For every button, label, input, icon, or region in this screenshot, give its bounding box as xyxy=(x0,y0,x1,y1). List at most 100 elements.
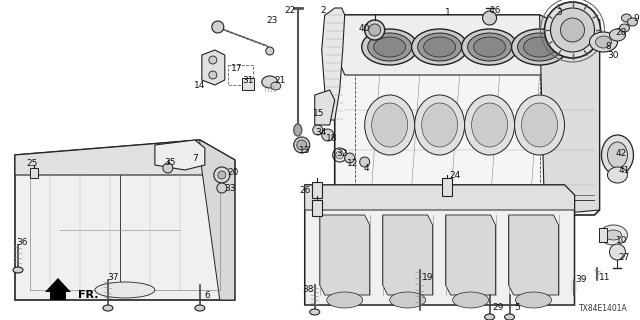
Ellipse shape xyxy=(609,29,625,41)
Text: 5: 5 xyxy=(515,303,520,313)
Ellipse shape xyxy=(218,171,226,179)
Ellipse shape xyxy=(550,8,595,52)
Text: 7: 7 xyxy=(192,154,198,163)
Text: 25: 25 xyxy=(26,158,38,167)
Ellipse shape xyxy=(209,56,217,64)
Ellipse shape xyxy=(195,305,205,311)
Polygon shape xyxy=(335,15,600,75)
Polygon shape xyxy=(305,185,575,305)
Text: 37: 37 xyxy=(107,274,118,283)
Ellipse shape xyxy=(602,135,634,175)
Ellipse shape xyxy=(424,37,456,57)
Text: 18: 18 xyxy=(326,133,337,142)
Text: 21: 21 xyxy=(274,76,285,84)
Ellipse shape xyxy=(474,37,506,57)
Ellipse shape xyxy=(266,47,274,55)
Bar xyxy=(312,200,322,216)
Polygon shape xyxy=(202,50,225,85)
Ellipse shape xyxy=(422,103,458,147)
Bar xyxy=(30,168,38,178)
Text: 27: 27 xyxy=(619,253,630,262)
Ellipse shape xyxy=(13,267,23,273)
Ellipse shape xyxy=(212,21,224,33)
Ellipse shape xyxy=(511,29,568,65)
Text: 23: 23 xyxy=(266,15,278,25)
Ellipse shape xyxy=(524,37,556,57)
Polygon shape xyxy=(155,140,205,170)
Polygon shape xyxy=(45,278,71,300)
Bar xyxy=(228,65,253,85)
Text: 16: 16 xyxy=(490,5,501,14)
Text: 1: 1 xyxy=(445,7,451,17)
Ellipse shape xyxy=(336,151,344,159)
Text: 8: 8 xyxy=(605,42,611,51)
Ellipse shape xyxy=(472,103,508,147)
Text: 19: 19 xyxy=(422,274,433,283)
Text: 33: 33 xyxy=(224,183,236,193)
Ellipse shape xyxy=(461,29,518,65)
Text: 10: 10 xyxy=(616,236,627,244)
Polygon shape xyxy=(315,90,335,125)
Ellipse shape xyxy=(390,292,426,308)
Ellipse shape xyxy=(522,103,557,147)
Text: 2: 2 xyxy=(320,5,326,14)
Ellipse shape xyxy=(609,244,625,260)
Text: 39: 39 xyxy=(576,276,588,284)
Text: 32: 32 xyxy=(336,148,348,157)
Ellipse shape xyxy=(620,24,630,32)
Bar xyxy=(600,228,607,242)
Text: 36: 36 xyxy=(16,237,28,246)
Polygon shape xyxy=(335,15,600,215)
Polygon shape xyxy=(445,215,495,295)
Ellipse shape xyxy=(214,167,230,183)
Ellipse shape xyxy=(313,125,323,135)
Text: 11: 11 xyxy=(599,274,610,283)
Ellipse shape xyxy=(95,282,155,298)
Bar xyxy=(442,178,452,196)
Polygon shape xyxy=(383,215,433,295)
Polygon shape xyxy=(509,215,559,295)
Ellipse shape xyxy=(627,18,637,26)
Bar xyxy=(242,78,254,90)
Bar xyxy=(355,15,540,185)
Text: 41: 41 xyxy=(619,165,630,174)
Ellipse shape xyxy=(484,314,495,320)
Ellipse shape xyxy=(322,129,333,141)
Ellipse shape xyxy=(262,76,278,88)
Text: 12: 12 xyxy=(347,158,358,167)
Text: 9: 9 xyxy=(634,13,639,22)
Ellipse shape xyxy=(271,82,281,90)
Polygon shape xyxy=(15,140,235,300)
Text: 26: 26 xyxy=(299,186,310,195)
Ellipse shape xyxy=(561,18,584,42)
Ellipse shape xyxy=(605,230,621,240)
Text: FR.: FR. xyxy=(78,290,99,300)
Text: 20: 20 xyxy=(227,167,239,177)
Ellipse shape xyxy=(365,95,415,155)
Ellipse shape xyxy=(217,183,227,193)
Text: 28: 28 xyxy=(616,28,627,36)
Ellipse shape xyxy=(374,37,406,57)
Ellipse shape xyxy=(515,95,564,155)
Ellipse shape xyxy=(504,314,515,320)
Ellipse shape xyxy=(545,2,600,58)
Ellipse shape xyxy=(103,305,113,311)
Polygon shape xyxy=(200,140,235,300)
Text: 22: 22 xyxy=(284,5,296,14)
Ellipse shape xyxy=(209,71,217,79)
Ellipse shape xyxy=(595,36,611,48)
Ellipse shape xyxy=(294,124,301,136)
Text: 13: 13 xyxy=(299,146,310,155)
Ellipse shape xyxy=(412,29,468,65)
Ellipse shape xyxy=(589,32,618,52)
Ellipse shape xyxy=(607,142,627,168)
Ellipse shape xyxy=(365,20,385,40)
Ellipse shape xyxy=(483,11,497,25)
Text: 3: 3 xyxy=(557,7,563,17)
Ellipse shape xyxy=(297,140,307,150)
Ellipse shape xyxy=(516,292,552,308)
Ellipse shape xyxy=(369,24,381,36)
Text: TX84E1401A: TX84E1401A xyxy=(579,304,627,313)
Polygon shape xyxy=(320,215,370,295)
Polygon shape xyxy=(322,8,345,120)
